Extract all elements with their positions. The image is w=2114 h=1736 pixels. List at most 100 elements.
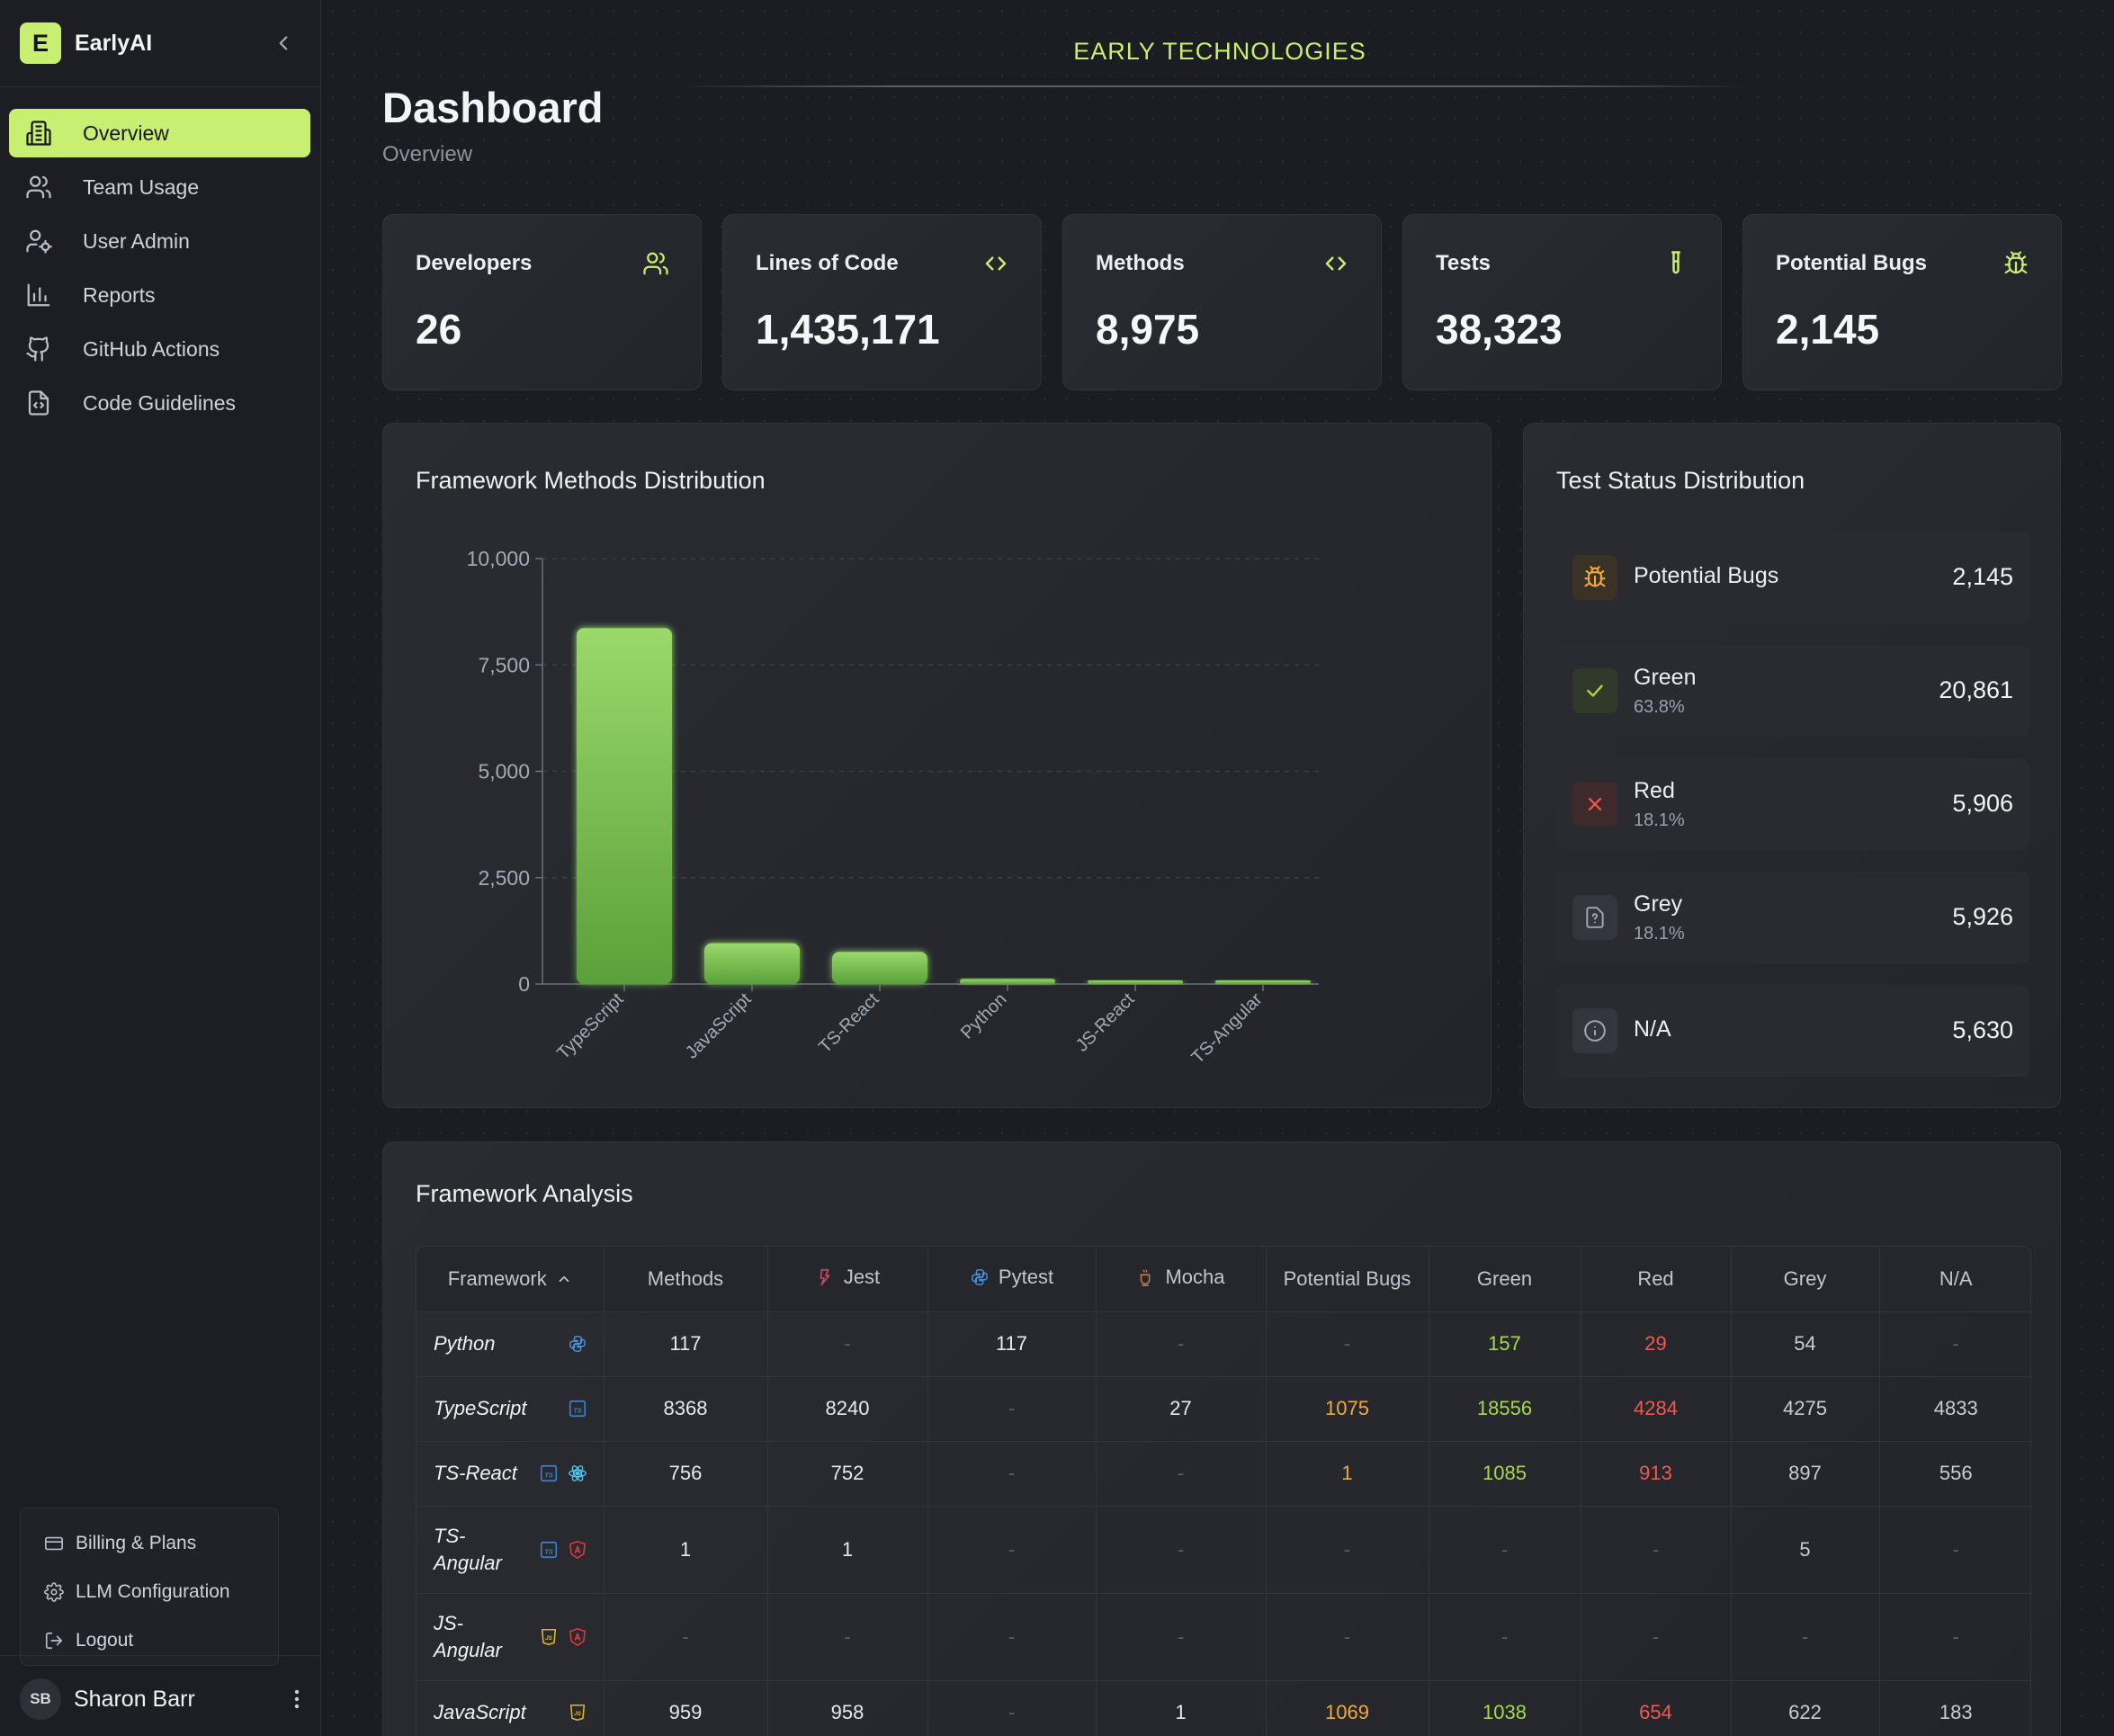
sidebar-item-github-actions[interactable]: GitHub Actions: [9, 325, 310, 373]
stat-label: Lines of Code: [756, 251, 899, 275]
x-tick-label: Python: [957, 989, 1011, 1043]
sidebar-nav: Overview Team Usage User Admin Reports G…: [9, 109, 310, 433]
column-header-pytest[interactable]: Pytest: [927, 1247, 1097, 1312]
sidebar-item-code-guidelines[interactable]: Code Guidelines: [9, 379, 310, 427]
table-cell: -: [767, 1593, 928, 1681]
user-profile[interactable]: SB Sharon Barr: [20, 1678, 306, 1720]
column-header-grey[interactable]: Grey: [1731, 1247, 1880, 1312]
table-cell: 4833: [1879, 1376, 2030, 1442]
panel-title: Framework Analysis: [416, 1180, 633, 1207]
stat-value: 8,975: [1096, 306, 1200, 353]
column-header-jest[interactable]: Jest: [767, 1247, 928, 1312]
table-cell: -: [1879, 1593, 2030, 1681]
table-header-row: Framework Methods Jest: [417, 1247, 2030, 1312]
status-count: 5,906: [1952, 790, 2013, 817]
x-tick-label: TS-Angular: [1187, 989, 1266, 1068]
svg-text:JS: JS: [574, 1711, 582, 1717]
file-question-icon: [1572, 895, 1617, 940]
sidebar-item-label: GitHub Actions: [83, 336, 220, 361]
table-row[interactable]: JS- Angular JS - - - - - - - - -: [417, 1593, 2030, 1681]
status-row-potential-bugs[interactable]: Potential Bugs 2,145: [1556, 532, 2029, 623]
table-cell: 1: [1096, 1680, 1267, 1736]
table-cell: 1: [1266, 1441, 1429, 1507]
status-row-green[interactable]: Green 63.8% 20,861: [1556, 645, 2029, 737]
sidebar-item-team-usage[interactable]: Team Usage: [9, 163, 310, 211]
column-header-na[interactable]: N/A: [1879, 1247, 2030, 1312]
framework-cell-content: Python: [434, 1330, 604, 1357]
logout-label: Logout: [76, 1630, 134, 1651]
stat-card-potential-bugs: Potential Bugs 2,145: [1742, 214, 2062, 390]
framework-icons: TS: [539, 1540, 587, 1560]
status-pct: 63.8%: [1634, 697, 1685, 717]
table-cell: -: [1096, 1506, 1267, 1594]
table-row[interactable]: Python 117-117- -157 29 54-: [417, 1311, 2030, 1377]
logout-menu-item[interactable]: Logout: [21, 1616, 278, 1665]
sidebar-item-user-admin[interactable]: User Admin: [9, 217, 310, 265]
status-count: 2,145: [1952, 563, 2013, 590]
chevron-up-icon: [559, 1275, 569, 1282]
credit-card-icon: [43, 1533, 65, 1554]
stat-value: 1,435,171: [756, 306, 940, 353]
column-header-methods[interactable]: Methods: [604, 1247, 768, 1312]
status-row-na[interactable]: N/A 5,630: [1556, 985, 2029, 1077]
table-row[interactable]: JavaScript JS 959 958-1 1069 1038 654 622 183: [417, 1680, 2030, 1736]
table-cell: -: [927, 1506, 1097, 1594]
brand-logo: E: [20, 22, 61, 64]
framework-cell: TS-React TS: [417, 1441, 605, 1507]
sidebar-item-overview[interactable]: Overview: [9, 109, 310, 157]
status-row-grey[interactable]: Grey 18.1% 5,926: [1556, 872, 2029, 963]
x-tick-label: JS-React: [1072, 989, 1139, 1056]
status-row-red[interactable]: Red 18.1% 5,906: [1556, 758, 2029, 850]
status-name: Grey: [1634, 891, 1683, 917]
org-underline: [677, 85, 1748, 87]
table-cell: 5: [1731, 1506, 1880, 1594]
collapse-sidebar-button[interactable]: [272, 31, 295, 55]
status-name: Potential Bugs: [1634, 563, 1779, 588]
framework-methods-panel: Framework Methods Distribution 10,000 7,5…: [382, 423, 1491, 1108]
bar-javascript: [704, 943, 800, 984]
table-cell: -: [1266, 1311, 1429, 1377]
table-row[interactable]: TS- Angular TS 1 1- - - - -5-: [417, 1506, 2030, 1594]
python-icon: [568, 1334, 587, 1354]
llm-configuration-menu-item[interactable]: LLM Configuration: [21, 1568, 278, 1616]
file-code-icon: [25, 389, 52, 416]
framework-cell: Python: [417, 1311, 605, 1377]
column-header-mocha[interactable]: Mocha: [1096, 1247, 1267, 1312]
table-cell: -: [927, 1593, 1097, 1681]
bar-chart: 10,000 7,500 5,000 2,500 0 TypeScript JavaScri…: [467, 547, 1319, 1068]
panel-title: Test Status Distribution: [1556, 467, 1805, 494]
table-cell: 8240: [767, 1376, 928, 1442]
table-cell: 117: [927, 1311, 1097, 1377]
stat-label: Methods: [1096, 251, 1185, 275]
framework-cell-content: TypeScript TS: [434, 1395, 604, 1422]
framework-icons: JS: [568, 1703, 587, 1723]
stat-label: Developers: [416, 251, 533, 275]
framework-cell: JavaScript JS: [417, 1680, 605, 1736]
framework-name: TS- Angular: [434, 1524, 502, 1574]
panel-title: Framework Methods Distribution: [416, 467, 766, 494]
table-cell: 1038: [1429, 1680, 1581, 1736]
table-cell: 654: [1581, 1680, 1732, 1736]
column-header-potential-bugs[interactable]: Potential Bugs: [1266, 1247, 1429, 1312]
table-row[interactable]: TypeScript TS 8368 8240-27 1075 18556 4284 4275…: [417, 1376, 2030, 1442]
table-cell: -: [1581, 1593, 1732, 1681]
sidebar-item-reports[interactable]: Reports: [9, 271, 310, 319]
user-divider: [0, 1655, 321, 1656]
account-menu: Billing & Plans LLM Configuration Logout: [20, 1508, 279, 1666]
bar-ts-angular: [1215, 980, 1311, 984]
mocha-icon: [1141, 1269, 1151, 1286]
billing-plans-menu-item[interactable]: Billing & Plans: [21, 1519, 278, 1568]
table-cell: 157: [1429, 1311, 1581, 1377]
table-cell: 18556: [1429, 1376, 1581, 1442]
x-tick-label: TS-React: [815, 989, 883, 1058]
brand[interactable]: E EarlyAI: [20, 22, 152, 64]
main-content: EARLY TECHNOLOGIES Dashboard Overview De…: [322, 0, 2114, 1736]
column-header-framework[interactable]: Framework: [417, 1247, 605, 1312]
table-cell: -: [927, 1680, 1097, 1736]
column-header-green[interactable]: Green: [1429, 1247, 1581, 1312]
stat-card-developers: Developers 26: [382, 214, 702, 390]
table-cell: -: [927, 1376, 1097, 1442]
table-row[interactable]: TS-React TS 756 752- -1 1085 913 897 556: [417, 1441, 2030, 1507]
column-header-red[interactable]: Red: [1581, 1247, 1732, 1312]
more-vertical-icon[interactable]: [288, 1686, 306, 1713]
